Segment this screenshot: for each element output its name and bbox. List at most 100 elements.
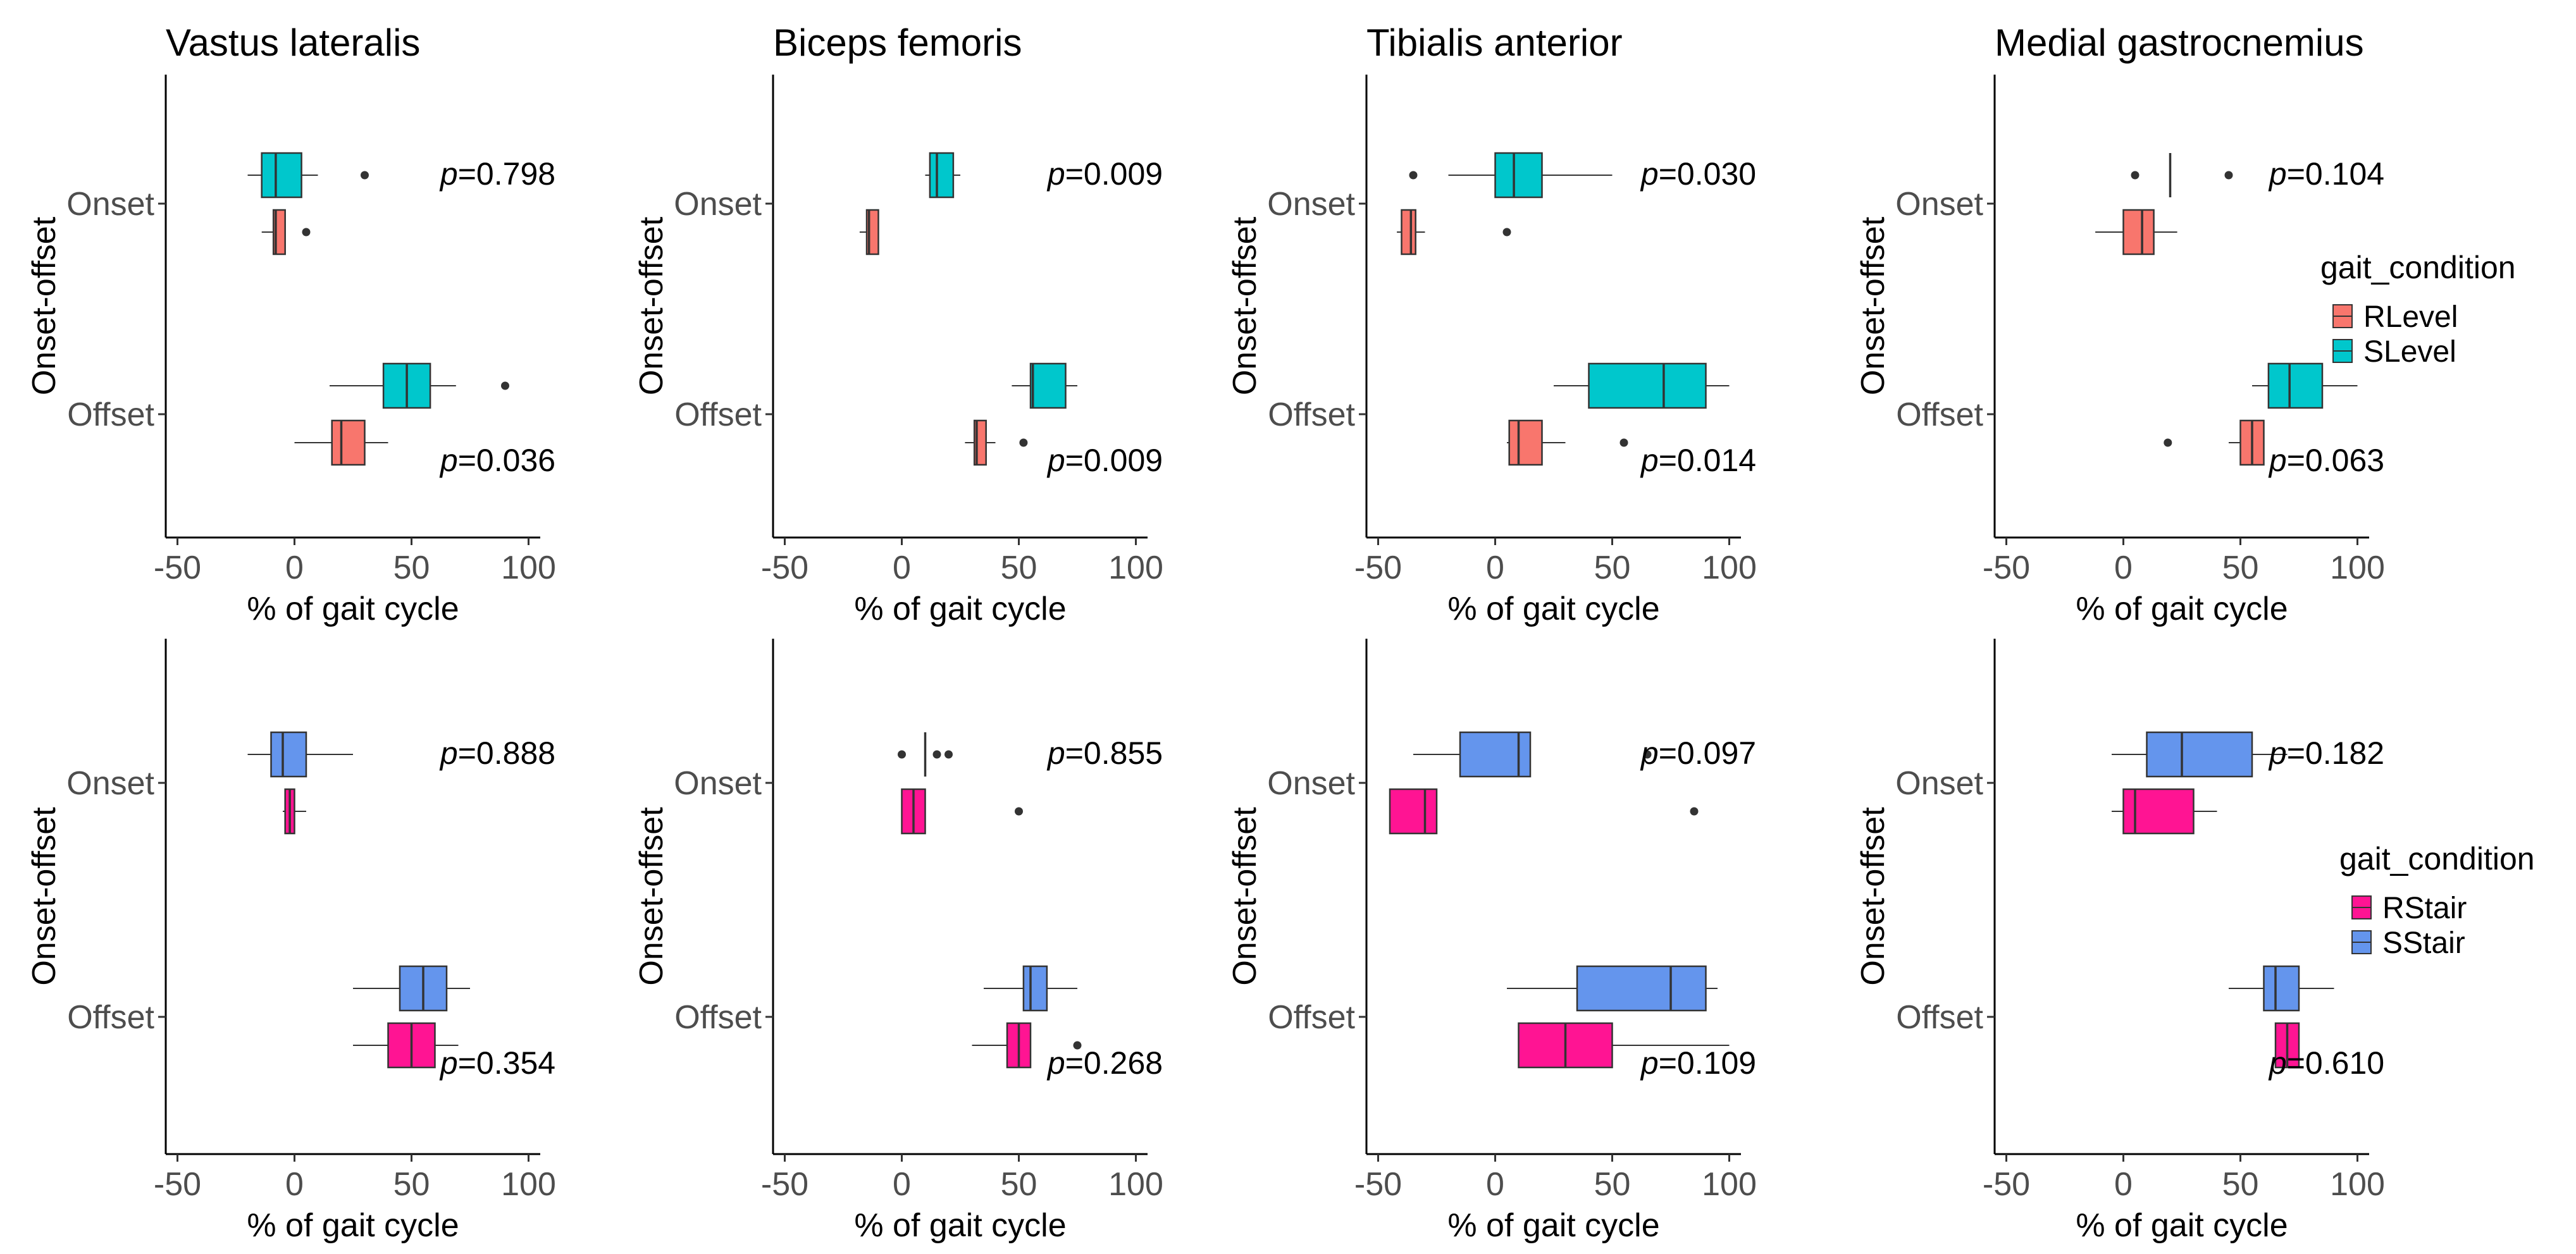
- box-slevel: [1588, 362, 1707, 409]
- p-value-label: p=0.009: [1046, 443, 1163, 478]
- outlier-point: [1019, 438, 1028, 447]
- x-axis-title: % of gait cycle: [854, 591, 1066, 627]
- x-tick-label: 100: [2330, 550, 2385, 586]
- y-tick-label: Onset: [674, 186, 762, 223]
- y-tick-label: Onset: [1895, 186, 1983, 223]
- x-axis-title: % of gait cycle: [854, 1207, 1066, 1244]
- y-tick-label: Onset: [1267, 186, 1355, 223]
- x-tick-label: -50: [154, 1166, 201, 1203]
- y-tick-label: Onset: [1267, 765, 1355, 802]
- x-axis-title: % of gait cycle: [2076, 591, 2288, 627]
- outlier-point: [1619, 438, 1628, 447]
- x-tick-label: -50: [154, 550, 201, 586]
- p-symbol: p: [439, 1045, 458, 1081]
- p-value-label: p=0.030: [1640, 156, 1756, 192]
- y-tick-label: Offset: [674, 396, 762, 433]
- y-tick-label: Onset: [674, 765, 762, 802]
- x-tick-label: 100: [1108, 550, 1163, 586]
- p-value: =0.798: [458, 156, 555, 192]
- x-tick-label: 100: [501, 1166, 556, 1203]
- panel-title: Biceps femoris: [773, 22, 1022, 64]
- outlier-point: [1690, 807, 1699, 816]
- outlier-point: [1502, 228, 1511, 237]
- p-value: =0.268: [1065, 1045, 1163, 1081]
- p-value: =0.104: [2287, 156, 2384, 192]
- box-slevel: [2267, 362, 2324, 409]
- box-rlevel: [1401, 209, 1416, 255]
- p-value-label: p=0.610: [2268, 1045, 2384, 1081]
- p-value: =0.182: [2287, 735, 2384, 771]
- x-tick-label: 100: [1702, 550, 1757, 586]
- box-sstair: [1459, 731, 1532, 778]
- p-value-label: p=0.104: [2268, 156, 2384, 192]
- y-tick-label: Offset: [1268, 396, 1355, 433]
- panel-title: Medial gastrocnemius: [1995, 22, 2364, 64]
- x-tick-label: 0: [893, 550, 911, 586]
- y-axis-title: Onset-offset: [1855, 807, 1892, 986]
- outlier-point: [2131, 171, 2139, 180]
- p-value: =0.855: [1065, 735, 1163, 771]
- legend-label: RLevel: [2363, 300, 2458, 334]
- p-value-label: p=0.009: [1046, 156, 1163, 192]
- p-symbol: p: [2268, 443, 2287, 478]
- box-slevel: [1494, 152, 1543, 199]
- box-rlevel: [2122, 209, 2155, 255]
- x-tick-label: 50: [1594, 550, 1631, 586]
- box-rstair: [2122, 788, 2195, 835]
- p-value-label: p=0.268: [1046, 1045, 1163, 1081]
- x-tick-label: 0: [285, 1166, 304, 1203]
- y-tick-label: Offset: [1268, 999, 1355, 1036]
- p-value-label: p=0.036: [439, 443, 555, 478]
- p-value: =0.009: [1065, 443, 1163, 478]
- x-tick-label: 50: [393, 1166, 430, 1203]
- legend-label: SStair: [2382, 926, 2465, 960]
- outlier-point: [1409, 171, 1418, 180]
- x-tick-label: -50: [761, 550, 808, 586]
- p-value-label: p=0.182: [2268, 735, 2384, 771]
- legend-label: SLevel: [2363, 335, 2456, 369]
- p-value: =0.109: [1659, 1045, 1756, 1081]
- outlier-point: [361, 171, 369, 180]
- p-symbol: p: [1640, 735, 1659, 771]
- y-tick-label: Onset: [1895, 765, 1983, 802]
- x-tick-label: 50: [1001, 1166, 1037, 1203]
- x-tick-label: -50: [1983, 1166, 2030, 1203]
- p-value-label: p=0.097: [1640, 735, 1756, 771]
- legend-label: RStair: [2382, 892, 2467, 925]
- p-value-label: p=0.354: [439, 1045, 555, 1081]
- p-symbol: p: [2268, 156, 2287, 192]
- p-value: =0.036: [458, 443, 555, 478]
- x-tick-label: -50: [1354, 1166, 1402, 1203]
- x-axis-title: % of gait cycle: [247, 591, 459, 627]
- outlier-point: [898, 750, 906, 759]
- x-axis-title: % of gait cycle: [2076, 1207, 2288, 1244]
- legend-title: gait_condition: [2320, 250, 2516, 285]
- p-symbol: p: [2268, 735, 2287, 771]
- box-sstair: [270, 731, 307, 778]
- y-axis-title: Onset-offset: [1227, 807, 1263, 986]
- x-tick-label: 100: [1702, 1166, 1757, 1203]
- x-axis-title: % of gait cycle: [1447, 591, 1659, 627]
- outlier-point: [302, 228, 311, 237]
- p-symbol: p: [439, 735, 458, 771]
- box-rlevel: [331, 419, 366, 466]
- y-tick-label: Onset: [66, 765, 154, 802]
- x-tick-label: 50: [393, 550, 430, 586]
- x-tick-label: 50: [2222, 550, 2259, 586]
- x-tick-label: 100: [1108, 1166, 1163, 1203]
- p-value: =0.014: [1659, 443, 1756, 478]
- p-value: =0.063: [2287, 443, 2384, 478]
- box-rstair: [1389, 788, 1438, 835]
- p-symbol: p: [1046, 735, 1065, 771]
- x-tick-label: -50: [1983, 550, 2030, 586]
- x-tick-label: 50: [1001, 550, 1037, 586]
- panel-title: Vastus lateralis: [166, 22, 420, 64]
- box-slevel: [1029, 362, 1067, 409]
- p-value-label: p=0.014: [1640, 443, 1756, 478]
- p-symbol: p: [1640, 443, 1659, 478]
- box-sstair: [2263, 965, 2300, 1012]
- p-value-label: p=0.855: [1046, 735, 1163, 771]
- outlier-point: [2164, 438, 2172, 447]
- x-tick-label: 0: [285, 550, 304, 586]
